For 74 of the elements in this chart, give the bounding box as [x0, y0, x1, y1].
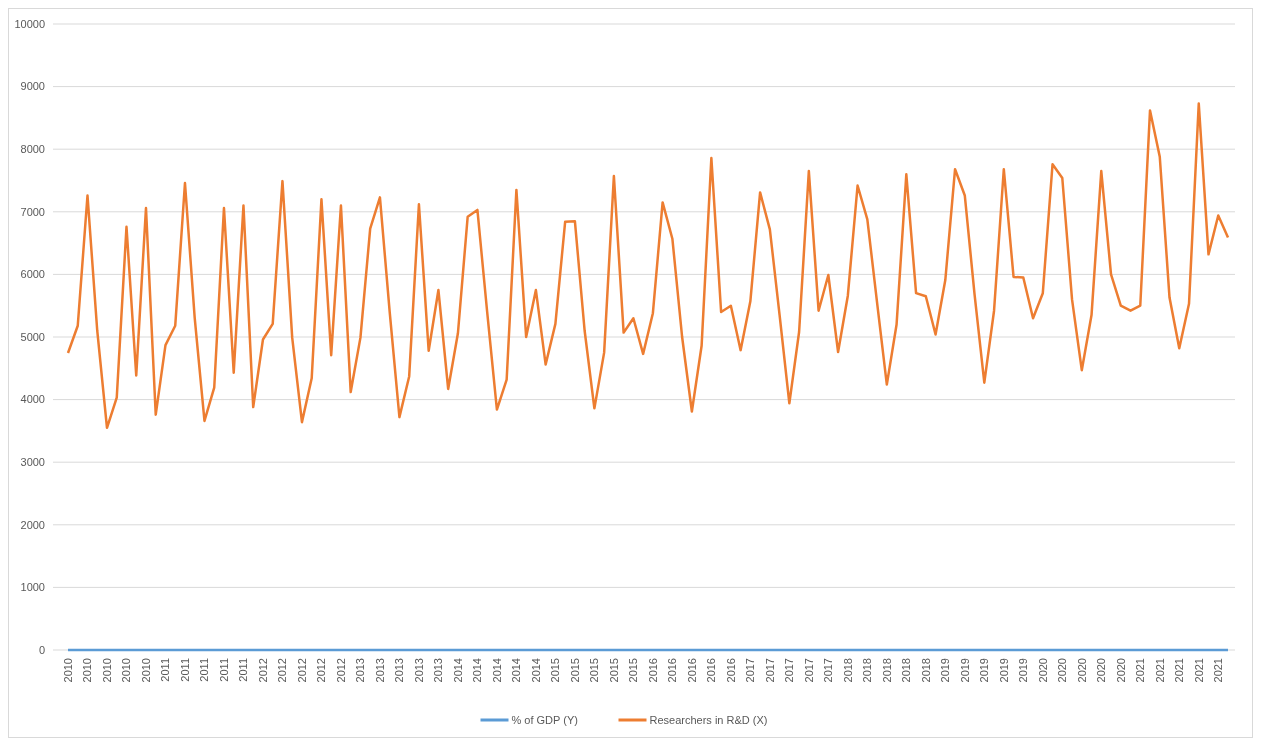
x-tick-label: 2021 — [1212, 658, 1225, 683]
x-tick-label: 2015 — [588, 658, 601, 683]
x-tick-label: 2017 — [744, 658, 757, 683]
x-tick-label: 2013 — [412, 658, 425, 683]
y-tick-label: 1000 — [20, 581, 45, 594]
x-tick-label: 2013 — [393, 658, 406, 683]
x-tick-label: 2011 — [217, 658, 230, 682]
x-tick-label: 2017 — [783, 658, 796, 683]
x-tick-label: 2019 — [1017, 658, 1030, 683]
x-tick-label: 2015 — [627, 658, 640, 683]
y-tick-label: 7000 — [20, 205, 45, 218]
x-tick-label: 2013 — [354, 658, 367, 683]
y-tick-label: 4000 — [20, 393, 45, 406]
x-tick-label: 2018 — [841, 658, 854, 683]
x-tick-label: 2020 — [1056, 658, 1069, 683]
x-tick-label: 2013 — [373, 658, 386, 683]
x-tick-label: 2014 — [471, 658, 484, 683]
x-tick-label: 2015 — [568, 658, 581, 683]
y-tick-label: 6000 — [20, 268, 45, 281]
x-tick-label: 2012 — [256, 658, 269, 683]
x-tick-label: 2019 — [997, 658, 1010, 683]
y-tick-label: 0 — [38, 643, 45, 656]
y-tick-label: 2000 — [20, 518, 45, 531]
x-tick-label: 2018 — [861, 658, 874, 683]
x-tick-label: 2014 — [490, 658, 503, 683]
x-tick-label: 2018 — [880, 658, 893, 683]
x-tick-label: 2019 — [939, 658, 952, 683]
x-tick-label: 2010 — [120, 658, 133, 683]
x-tick-label: 2012 — [276, 658, 289, 683]
x-tick-label: 2019 — [978, 658, 991, 683]
x-tick-label: 2017 — [802, 658, 815, 683]
x-tick-label: 2016 — [685, 658, 698, 683]
x-tick-label: 2016 — [705, 658, 718, 683]
y-tick-label: 3000 — [20, 456, 45, 469]
x-tick-label: 2016 — [724, 658, 737, 683]
x-tick-label: 2017 — [763, 658, 776, 683]
x-tick-label: 2018 — [919, 658, 932, 683]
x-tick-label: 2012 — [295, 658, 308, 683]
x-tick-label: 2011 — [159, 658, 172, 682]
x-tick-label: 2020 — [1095, 658, 1108, 683]
x-tick-label: 2010 — [81, 658, 94, 683]
y-tick-label: 10000 — [14, 17, 45, 30]
x-tick-label: 2021 — [1134, 658, 1147, 683]
x-tick-label: 2019 — [958, 658, 971, 683]
x-tick-label: 2010 — [139, 658, 152, 683]
x-tick-label: 2010 — [100, 658, 113, 683]
x-tick-label: 2017 — [822, 658, 835, 683]
y-tick-label: 8000 — [20, 143, 45, 156]
x-tick-label: 2015 — [549, 658, 562, 683]
x-tick-label: 2020 — [1075, 658, 1088, 683]
x-tick-label: 2012 — [315, 658, 328, 683]
x-tick-label: 2020 — [1036, 658, 1049, 683]
x-tick-label: 2020 — [1114, 658, 1127, 683]
x-tick-label: 2012 — [334, 658, 347, 683]
x-tick-label: 2016 — [666, 658, 679, 683]
y-tick-label: 9000 — [20, 80, 45, 93]
x-tick-label: 2021 — [1192, 658, 1205, 683]
x-tick-label: 2021 — [1153, 658, 1166, 683]
legend-label: % of GDP (Y) — [511, 713, 578, 726]
x-tick-label: 2016 — [646, 658, 659, 683]
x-tick-label: 2014 — [510, 658, 523, 683]
line-series — [66, 102, 1230, 430]
x-tick-label: 2014 — [529, 658, 542, 683]
x-tick-label: 2011 — [237, 658, 250, 682]
x-tick-label: 2011 — [198, 658, 211, 682]
y-tick-label: 5000 — [20, 330, 45, 343]
x-tick-label: 2015 — [607, 658, 620, 683]
x-tick-label: 2011 — [178, 658, 191, 682]
x-tick-label: 2018 — [900, 658, 913, 683]
x-tick-label: 2021 — [1173, 658, 1186, 683]
x-tick-label: 2010 — [62, 658, 74, 683]
x-tick-label: 2013 — [432, 658, 445, 683]
x-tick-label: 2014 — [451, 658, 464, 683]
legend-label: Researchers in R&D (X) — [649, 713, 768, 726]
